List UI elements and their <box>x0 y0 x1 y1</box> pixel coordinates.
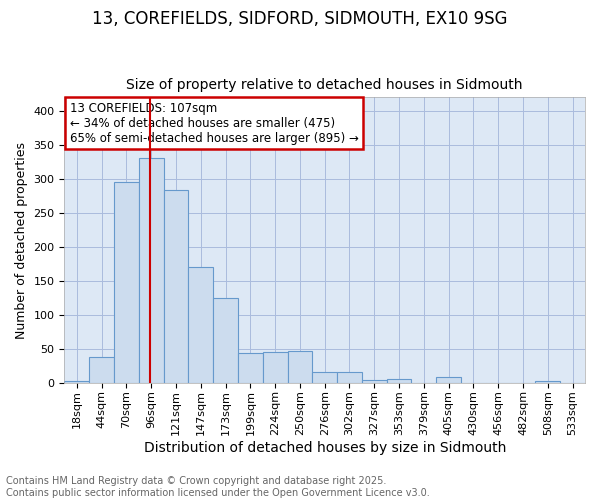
Bar <box>362 380 386 382</box>
Bar <box>114 182 139 382</box>
X-axis label: Distribution of detached houses by size in Sidmouth: Distribution of detached houses by size … <box>143 441 506 455</box>
Bar <box>164 190 188 382</box>
Bar <box>139 158 164 382</box>
Bar <box>64 380 89 382</box>
Bar <box>337 372 362 382</box>
Bar <box>188 266 213 382</box>
Bar <box>313 372 337 382</box>
Bar <box>386 380 412 382</box>
Bar <box>436 377 461 382</box>
Bar <box>263 352 287 382</box>
Y-axis label: Number of detached properties: Number of detached properties <box>15 142 28 338</box>
Text: Contains HM Land Registry data © Crown copyright and database right 2025.
Contai: Contains HM Land Registry data © Crown c… <box>6 476 430 498</box>
Bar <box>89 357 114 382</box>
Text: 13, COREFIELDS, SIDFORD, SIDMOUTH, EX10 9SG: 13, COREFIELDS, SIDFORD, SIDMOUTH, EX10 … <box>92 10 508 28</box>
Bar <box>238 354 263 382</box>
Text: 13 COREFIELDS: 107sqm
← 34% of detached houses are smaller (475)
65% of semi-det: 13 COREFIELDS: 107sqm ← 34% of detached … <box>70 102 358 144</box>
Title: Size of property relative to detached houses in Sidmouth: Size of property relative to detached ho… <box>127 78 523 92</box>
Bar <box>213 298 238 382</box>
Bar <box>287 352 313 382</box>
